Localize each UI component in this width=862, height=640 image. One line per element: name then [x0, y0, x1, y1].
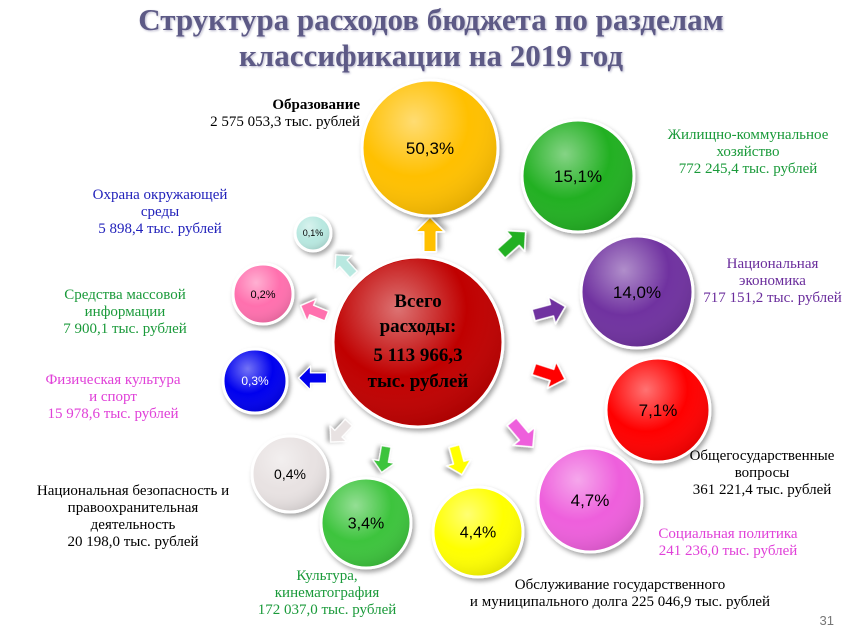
arrow-social	[506, 417, 536, 448]
bubble-education: 50,3%	[360, 78, 500, 218]
section-amount: 5 898,4 тыс. рублей	[98, 221, 222, 237]
section-name-line: Образование	[272, 97, 360, 113]
section-amount: 717 151,2 тыс. рублей	[703, 290, 842, 306]
arrow-media	[299, 298, 330, 322]
label-housing: Жилищно-коммунальное хозяйство 772 245,4 т…	[648, 127, 848, 178]
center-line1: Всего	[394, 291, 441, 312]
slide-title: Структура расходов бюджета по разделам к…	[0, 2, 862, 74]
section-amount: 2 575 053,3 тыс. рублей	[210, 114, 360, 130]
section-amount: 7 900,1 тыс. рублей	[63, 321, 187, 337]
bubble-percent-sport: 0,3%	[241, 374, 269, 388]
section-name-amount: и муниципального долга 225 046,9 тыс. ру…	[440, 594, 800, 611]
section-name-line: кинематография	[274, 585, 380, 601]
section-name-line: Общегосударственные	[689, 448, 835, 464]
bubble-media: 0,2%	[231, 262, 295, 326]
label-culture: Культура, кинематография 172 037,0 тыс. ру…	[222, 568, 432, 619]
slide-number: 31	[819, 613, 834, 628]
section-name-line: Обслуживание государственного	[514, 577, 726, 593]
section-amount: 172 037,0 тыс. рублей	[257, 602, 397, 618]
label-general: Общегосударственные вопросы 361 221,4 тыс.…	[672, 448, 852, 499]
section-name-line: правоохранительная	[67, 500, 199, 516]
arrow-debt	[445, 444, 472, 476]
title-line-1: Структура расходов бюджета по разделам	[138, 2, 724, 37]
bubble-percent-debt: 4,4%	[460, 525, 496, 542]
label-sport: Физическая культура и спорт 15 978,6 тыс. …	[18, 372, 208, 423]
section-name-line: информации	[84, 304, 166, 320]
bubble-percent-economy: 14,0%	[613, 283, 661, 302]
bubble-sport: 0,3%	[221, 347, 289, 415]
label-environment: Охрана окружающей среды 5 898,4 тыс. рубле…	[60, 187, 260, 238]
bubble-economy: 14,0%	[579, 234, 695, 350]
arrow-security	[329, 418, 353, 443]
section-name-line: Охрана окружающей	[92, 187, 228, 203]
section-name-line: и спорт	[89, 389, 137, 405]
section-amount: 772 245,4 тыс. рублей	[678, 161, 818, 177]
arrow-sport	[297, 365, 328, 391]
center-bubble: Всего расходы: 5 113 966,3 тыс. рублей	[331, 255, 505, 429]
label-debt: Обслуживание государственного и муниципал…	[440, 577, 800, 611]
arrow-environment	[334, 254, 358, 279]
label-media: Средства массовой информации 7 900,1 тыс. …	[30, 287, 220, 338]
bubble-general: 7,1%	[604, 356, 712, 464]
section-amount: 225 046,9 тыс. рублей	[627, 594, 771, 610]
title-line-2: классификации на 2019 год	[238, 38, 624, 73]
bubble-percent-security: 0,4%	[274, 466, 306, 482]
arrow-education	[414, 216, 446, 253]
section-name-line: среды	[140, 204, 180, 220]
bubble-percent-culture: 3,4%	[348, 516, 384, 533]
arrow-housing	[496, 229, 527, 259]
bubble-culture: 3,4%	[319, 476, 413, 570]
section-name-line: Средства массовой	[64, 287, 186, 303]
bubble-percent-environment: 0,1%	[303, 228, 324, 238]
bubble-housing: 15,1%	[520, 118, 636, 234]
bubble-percent-education: 50,3%	[406, 139, 454, 158]
bubble-percent-general: 7,1%	[639, 401, 678, 420]
bubble-social: 4,7%	[536, 446, 644, 554]
section-name-line: Социальная политика	[658, 526, 798, 542]
section-name-line: Культура,	[296, 568, 358, 584]
section-amount: 241 236,0 тыс. рублей	[658, 543, 798, 559]
section-name-line: вопросы	[734, 465, 790, 481]
center-line4: тыс. рублей	[368, 371, 469, 392]
label-social: Социальная политика 241 236,0 тыс. рублей	[628, 526, 828, 560]
section-name-line: и муниципального долга	[469, 594, 628, 610]
section-name-line: хозяйство	[716, 144, 780, 160]
section-name-line: Физическая культура	[45, 372, 181, 388]
arrow-economy	[531, 295, 567, 325]
section-name-line: деятельность	[90, 517, 176, 533]
bubble-security: 0,4%	[250, 434, 330, 514]
center-line2: расходы:	[380, 316, 457, 337]
bubble-percent-housing: 15,1%	[554, 167, 602, 186]
bubble-percent-media: 0,2%	[250, 289, 275, 301]
bubble-percent-social: 4,7%	[571, 491, 610, 510]
center-line3: 5 113 966,3	[373, 345, 462, 366]
section-name-line: Национальная безопасность и	[36, 483, 230, 499]
section-name-line: экономика	[739, 273, 806, 289]
label-education: Образование 2 575 053,3 тыс. рублей	[150, 97, 360, 131]
arrow-general	[531, 360, 566, 389]
bubble-environment: 0,1%	[293, 213, 333, 253]
section-amount: 15 978,6 тыс. рублей	[47, 406, 179, 422]
label-security: Национальная безопасность и правоохраните…	[18, 483, 248, 551]
section-amount: 361 221,4 тыс. рублей	[692, 482, 832, 498]
arrow-culture	[371, 444, 396, 473]
label-economy: Национальная экономика 717 151,2 тыс. рубл…	[690, 256, 855, 307]
section-name-line: Национальная	[726, 256, 819, 272]
bubble-debt: 4,4%	[431, 485, 525, 579]
section-amount: 20 198,0 тыс. рублей	[67, 534, 199, 550]
section-name-line: Жилищно-коммунальное	[667, 127, 829, 143]
